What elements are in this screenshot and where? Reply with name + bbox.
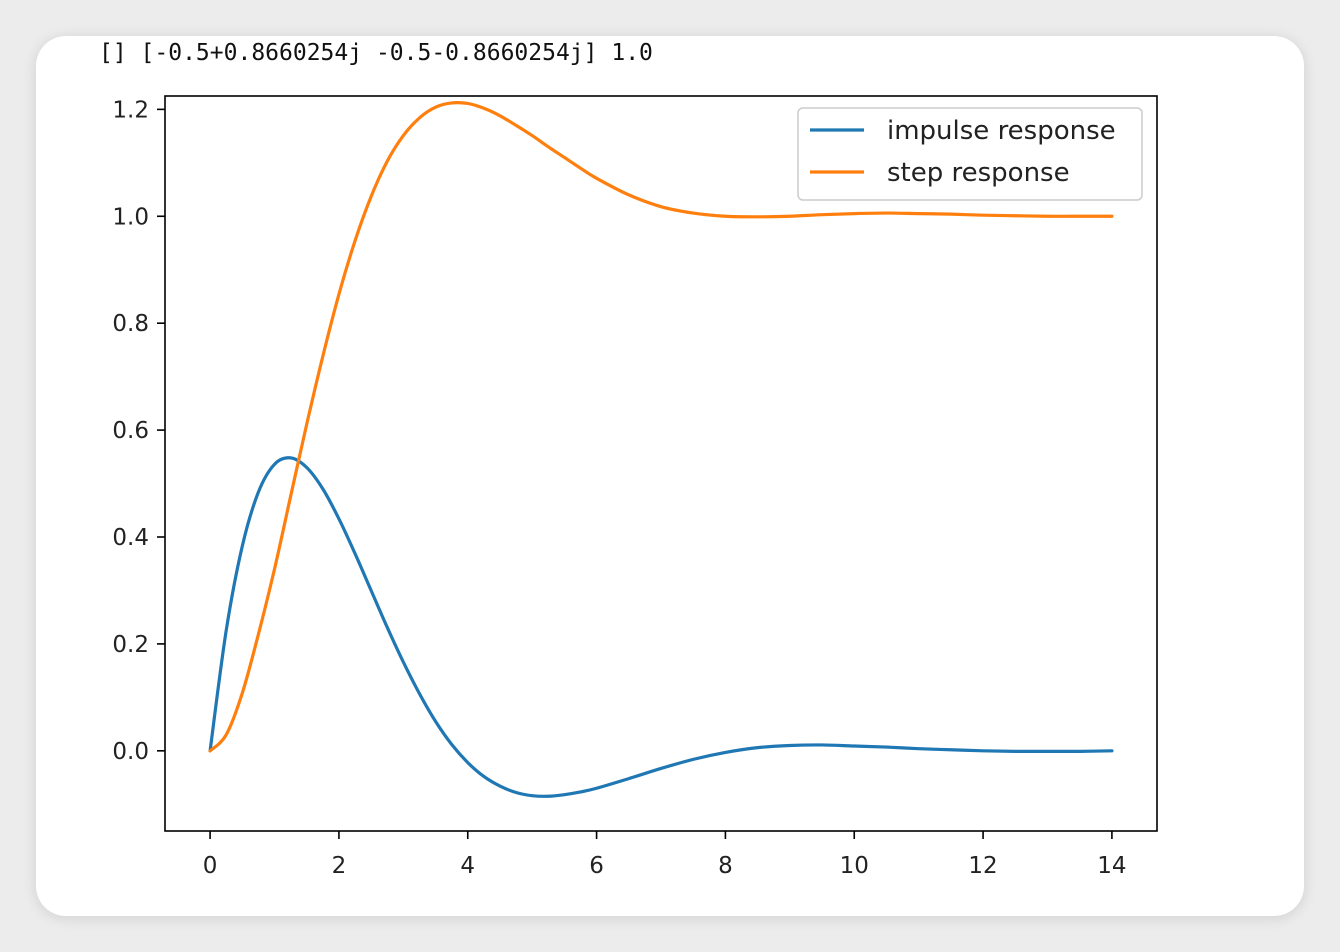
x-tick-label: 10 — [840, 853, 869, 879]
y-tick-label: 1.2 — [112, 97, 149, 123]
legend-label: step response — [887, 158, 1070, 188]
y-axis: 0.0 0.2 0.4 0.6 0.8 1.0 1.2 — [112, 97, 165, 765]
legend-box — [797, 107, 1143, 201]
legend-label: impulse response — [887, 116, 1116, 146]
series-line-0 — [208, 456, 1114, 798]
x-tick-label: 0 — [203, 853, 218, 879]
x-tick-label: 6 — [589, 853, 604, 879]
y-tick-label: 1.0 — [112, 204, 149, 230]
x-tick-label: 14 — [1097, 853, 1126, 879]
axes-frame — [164, 95, 1158, 832]
y-tick-label: 0.8 — [112, 311, 149, 337]
y-tick-label: 0.4 — [112, 525, 149, 551]
series-line-1 — [208, 101, 1114, 753]
y-tick-label: 0.0 — [112, 739, 149, 765]
x-tick-label: 2 — [332, 853, 347, 879]
x-tick-label: 12 — [968, 853, 997, 879]
y-tick-label: 0.2 — [112, 632, 149, 658]
output-text: [] [-0.5+0.8660254j -0.5-0.8660254j] 1.0 — [99, 40, 653, 66]
x-tick-label: 4 — [460, 853, 475, 879]
x-axis: 0 2 4 6 8 10 12 14 — [203, 831, 1127, 879]
legend: impulse response step response — [797, 107, 1143, 201]
x-tick-label: 8 — [718, 853, 733, 879]
y-tick-label: 0.6 — [112, 418, 149, 444]
